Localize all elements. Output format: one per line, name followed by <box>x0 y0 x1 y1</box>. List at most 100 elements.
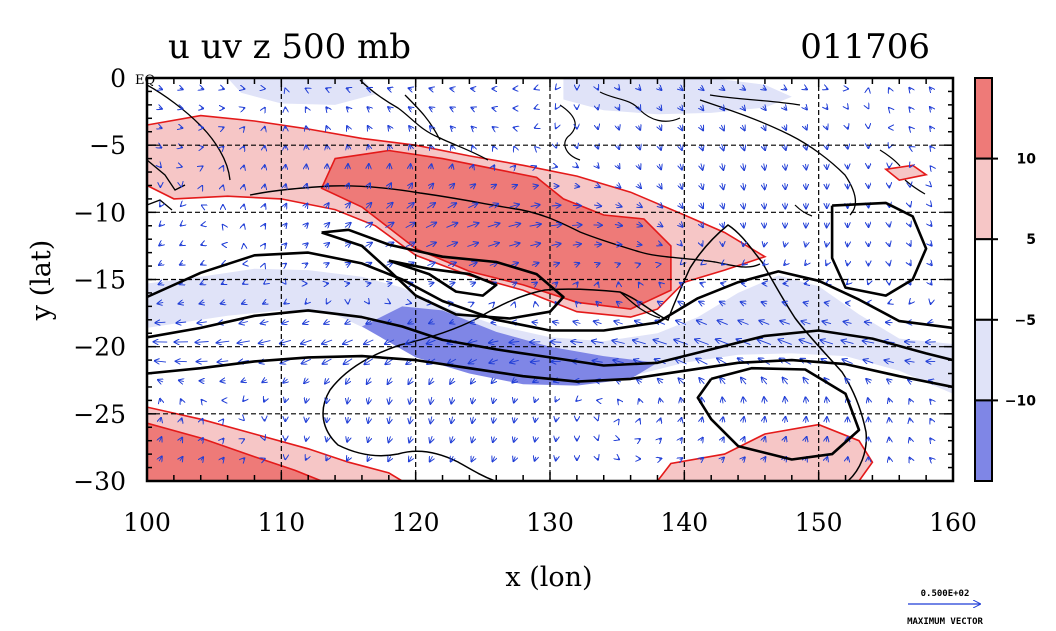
wind-vector <box>222 439 223 441</box>
wind-vector <box>409 107 412 109</box>
wind-vector <box>179 380 184 381</box>
wind-vector <box>763 106 766 110</box>
wind-vector <box>930 107 932 110</box>
wind-vector <box>202 419 203 421</box>
wind-vector <box>905 342 916 343</box>
wind-vector <box>930 419 931 421</box>
wind-vector <box>530 205 540 207</box>
wind-vector <box>514 398 515 402</box>
wind-vector <box>638 88 640 90</box>
wind-vector <box>636 224 642 226</box>
wind-vector <box>159 283 163 285</box>
wind-vector <box>489 360 498 363</box>
wind-vector <box>325 378 329 383</box>
wind-vector <box>930 438 931 440</box>
wind-vector <box>842 340 854 343</box>
wind-vector <box>930 127 932 129</box>
wind-vector <box>555 282 558 284</box>
wind-vector <box>783 378 788 385</box>
wind-vector <box>556 399 557 401</box>
wind-vector <box>327 145 328 149</box>
wind-vector <box>222 264 223 265</box>
wind-vector <box>659 164 661 169</box>
wind-vector <box>535 108 536 109</box>
wind-vector <box>847 283 848 284</box>
colorbar-swatch <box>974 77 993 160</box>
wind-vector <box>367 88 370 89</box>
wind-vector <box>805 283 807 284</box>
wind-vector <box>826 243 827 247</box>
x-tick-label: 100 <box>123 508 171 537</box>
wind-vector <box>887 379 891 382</box>
wind-vector <box>743 202 744 209</box>
wind-vector <box>512 379 516 382</box>
wind-vector <box>576 302 578 304</box>
wind-vector <box>159 108 162 109</box>
wind-vector <box>659 283 661 285</box>
wind-vector <box>201 283 204 284</box>
wind-vector <box>906 361 915 363</box>
colorbar-label: 10 <box>1017 152 1037 168</box>
wind-vector <box>327 437 328 441</box>
wind-vector <box>304 379 308 384</box>
wind-vector <box>448 359 457 364</box>
wind-vector <box>408 377 412 384</box>
wind-vector <box>701 418 702 423</box>
wind-vector <box>364 223 372 228</box>
wind-vector <box>743 397 744 404</box>
plot-area <box>145 76 955 483</box>
wind-vector <box>197 322 207 323</box>
wind-vector <box>431 164 432 169</box>
wind-vector <box>785 417 786 423</box>
wind-vector <box>201 244 203 245</box>
wind-vector <box>847 146 848 149</box>
wind-vector <box>701 243 702 245</box>
wind-vector <box>429 322 433 324</box>
wind-vector <box>720 378 725 385</box>
wind-vector <box>597 283 598 285</box>
wind-vector <box>493 165 494 168</box>
wind-vector <box>658 379 663 383</box>
wind-vector <box>306 126 307 129</box>
wind-vector <box>305 243 308 246</box>
wind-vector <box>697 320 707 324</box>
wind-vector <box>805 107 807 110</box>
wind-vector <box>722 417 723 422</box>
wind-vector <box>451 165 452 169</box>
wind-vector <box>660 419 661 422</box>
wind-vector <box>243 146 244 148</box>
wind-vector <box>826 457 827 461</box>
wind-vector <box>931 166 932 167</box>
wind-vector <box>805 88 807 89</box>
wind-vector <box>155 322 166 323</box>
x-tick-label: 130 <box>526 508 574 537</box>
wind-vector <box>535 89 536 90</box>
wind-vector <box>535 457 536 461</box>
chart-title: u uv z 500 mb <box>168 27 411 67</box>
wind-vector <box>410 416 411 424</box>
wind-vector <box>930 400 931 402</box>
wind-vector <box>784 126 786 130</box>
wind-vector <box>535 437 536 441</box>
wind-vector <box>429 377 433 384</box>
wind-vector <box>763 263 765 265</box>
wind-vector <box>638 164 640 169</box>
wind-vector <box>368 126 370 129</box>
wind-vector <box>530 243 540 246</box>
height-contour-5 <box>696 366 861 461</box>
wind-vector <box>471 89 474 90</box>
wind-vector <box>821 340 834 344</box>
wind-vector <box>659 439 661 441</box>
wind-vector <box>180 244 182 245</box>
wind-vector <box>928 322 933 323</box>
wind-vector <box>306 458 307 460</box>
wind-vector <box>327 302 328 303</box>
wind-vector <box>576 400 577 401</box>
wind-vector <box>159 88 162 89</box>
wind-vector <box>743 417 744 423</box>
wind-vector <box>721 106 724 110</box>
wind-vector <box>826 145 827 149</box>
wind-vector <box>572 244 581 245</box>
wind-vector <box>741 302 747 304</box>
wind-vector <box>617 264 620 265</box>
